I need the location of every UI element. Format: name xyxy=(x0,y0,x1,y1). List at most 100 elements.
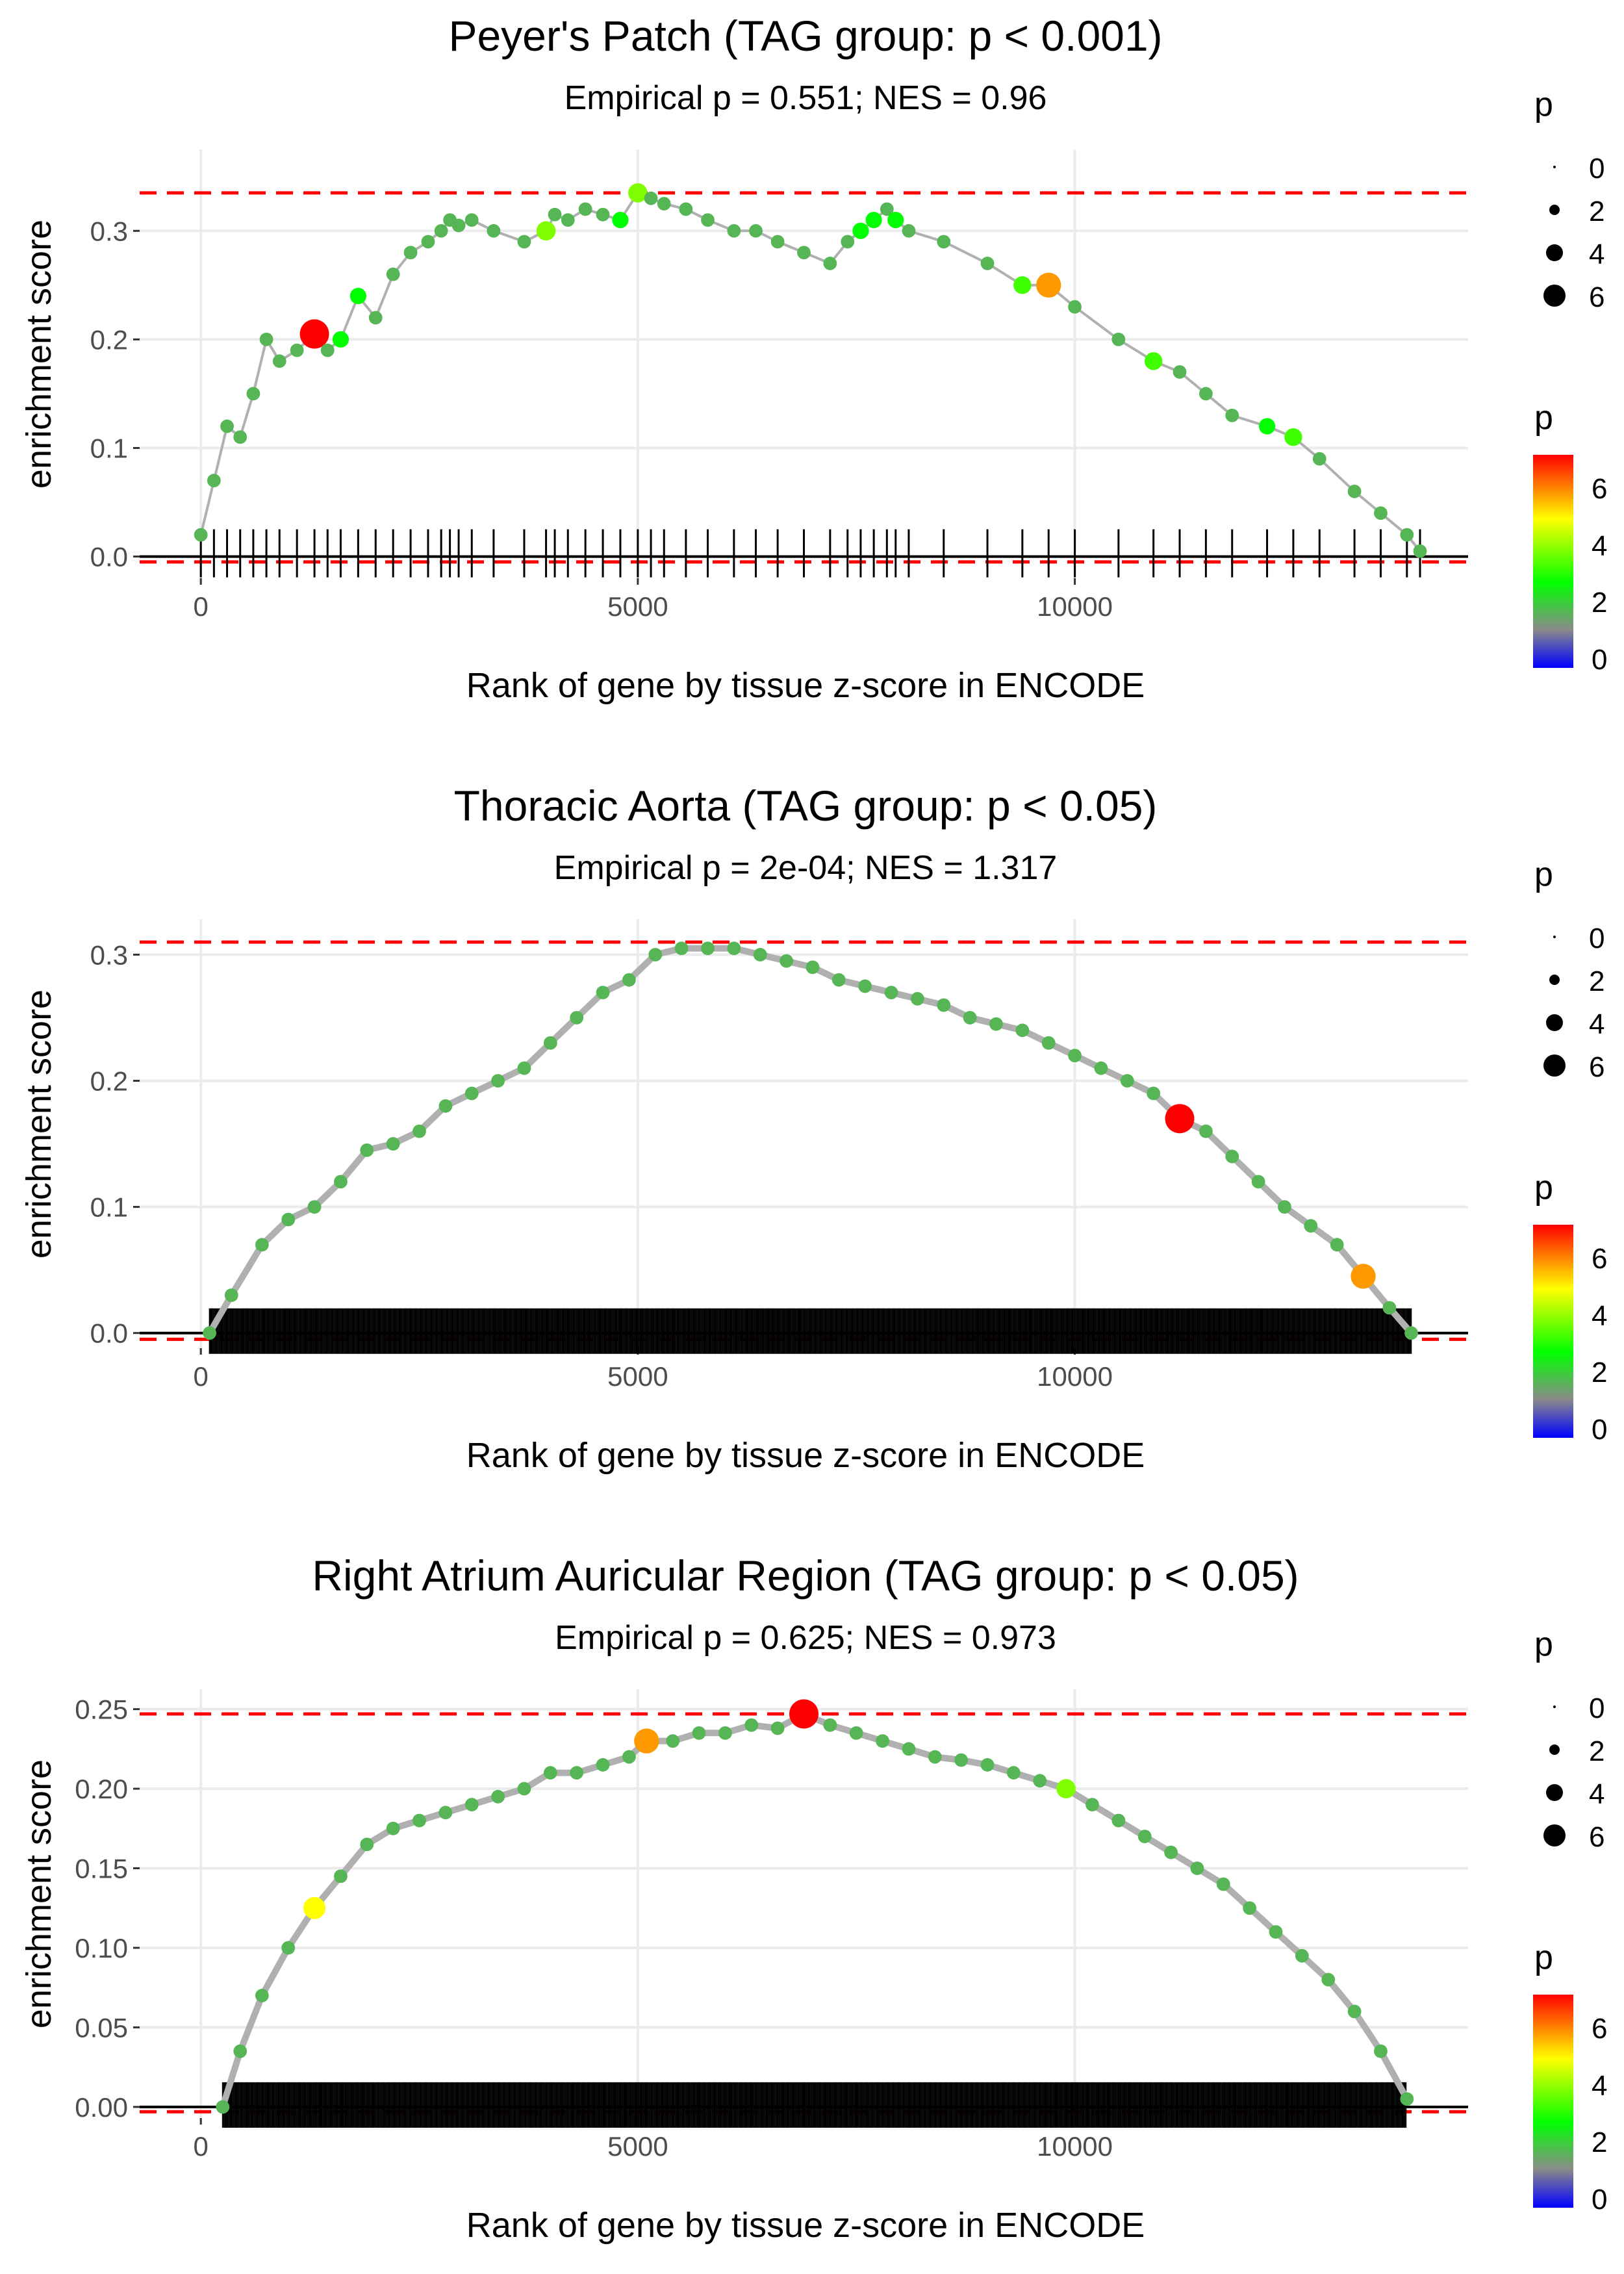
size-legend: p 0 2 4 6 xyxy=(1534,856,1605,1083)
es-point xyxy=(1147,1086,1161,1101)
es-point xyxy=(1216,1877,1230,1891)
panel-subtitle: Empirical p = 2e-04; NES = 1.317 xyxy=(554,849,1058,887)
es-point xyxy=(368,311,383,325)
size-legend-title: p xyxy=(1534,86,1553,123)
size-legend-dot xyxy=(1549,205,1560,215)
es-point xyxy=(360,1143,374,1157)
es-point xyxy=(224,1288,238,1302)
y-tick-label: 0.05 xyxy=(75,2012,128,2043)
es-point xyxy=(412,1124,426,1138)
size-legend-dot xyxy=(1553,1706,1556,1708)
y-tick-label: 0.1 xyxy=(90,1192,128,1223)
es-point xyxy=(194,528,208,542)
x-tick-label: 0 xyxy=(193,2131,208,2162)
es-point xyxy=(780,954,793,968)
color-legend-title: p xyxy=(1534,399,1553,437)
panel-2: Thoracic Aorta (TAG group: p < 0.05) Emp… xyxy=(19,782,1607,1475)
y-tick-label: 0.2 xyxy=(90,324,128,355)
color-legend-label: 0 xyxy=(1592,2184,1607,2216)
es-point xyxy=(1094,1061,1108,1075)
plot-area: 0 5000 10000 0.00 0.05 0.10 0.15 0.20 0.25 xyxy=(75,1689,1468,2162)
y-tick-label: 0.25 xyxy=(75,1694,128,1725)
x-tick-label: 5000 xyxy=(607,1361,668,1392)
es-point xyxy=(622,1750,636,1764)
es-point xyxy=(596,986,610,999)
es-point xyxy=(438,1806,453,1820)
y-tick-label: 0.15 xyxy=(75,1854,128,1884)
size-legend-title: p xyxy=(1534,1626,1553,1663)
es-point xyxy=(334,1869,348,1884)
color-legend-title: p xyxy=(1534,1939,1553,1976)
y-tick-label: 0.2 xyxy=(90,1066,128,1096)
es-point xyxy=(1015,1023,1030,1038)
y-tick-label: 0.0 xyxy=(90,542,128,572)
es-point xyxy=(517,235,531,249)
x-axis-label: Rank of gene by tissue z-score in ENCODE xyxy=(466,2206,1145,2245)
x-tick-label: 10000 xyxy=(1037,591,1113,622)
es-point xyxy=(679,202,693,216)
size-legend-label: 2 xyxy=(1589,1735,1605,1767)
es-point xyxy=(596,1757,610,1772)
es-point xyxy=(451,218,466,233)
es-point xyxy=(849,1726,863,1740)
es-point xyxy=(852,222,869,239)
size-legend-title: p xyxy=(1534,856,1553,893)
es-point xyxy=(438,1099,453,1113)
es-point xyxy=(1258,418,1276,435)
es-point xyxy=(880,202,894,216)
es-point xyxy=(831,973,846,987)
x-tick-label: 5000 xyxy=(607,2131,668,2162)
y-axis-label: enrichment score xyxy=(19,1759,58,2028)
es-point xyxy=(1347,484,1362,498)
x-tick-label: 5000 xyxy=(607,591,668,622)
size-legend-label: 6 xyxy=(1589,1051,1605,1083)
size-legend-dot xyxy=(1546,244,1563,261)
color-legend-label: 4 xyxy=(1592,2070,1607,2102)
es-point xyxy=(911,991,924,1006)
es-point xyxy=(1068,300,1082,314)
es-point xyxy=(360,1837,374,1852)
es-point xyxy=(434,224,448,238)
panel-title: Thoracic Aorta (TAG group: p < 0.05) xyxy=(454,782,1158,830)
es-point xyxy=(386,267,400,281)
es-point xyxy=(937,998,951,1012)
es-point xyxy=(578,202,592,216)
x-tick-label: 0 xyxy=(193,591,208,622)
y-axis-label: enrichment score xyxy=(19,220,58,489)
y-tick-label: 0.1 xyxy=(90,433,128,463)
es-point xyxy=(648,947,663,962)
es-point xyxy=(823,1718,837,1732)
es-point xyxy=(628,183,648,203)
es-point xyxy=(570,1011,584,1025)
es-point xyxy=(1269,1925,1283,1939)
es-point xyxy=(701,941,715,956)
size-legend-label: 4 xyxy=(1589,238,1605,270)
es-point xyxy=(290,343,304,357)
size-legend-dot xyxy=(1553,166,1556,168)
color-legend-bar xyxy=(1533,455,1573,668)
panel-title: Right Atrium Auricular Region (TAG group… xyxy=(312,1552,1299,1600)
panel-subtitle: Empirical p = 0.551; NES = 0.96 xyxy=(565,79,1047,117)
size-legend-label: 4 xyxy=(1589,1778,1605,1810)
es-point xyxy=(612,212,629,229)
es-point xyxy=(1382,1301,1397,1315)
es-point xyxy=(1295,1948,1309,1963)
x-tick-label: 0 xyxy=(193,1361,208,1392)
es-point xyxy=(1278,1200,1291,1214)
y-axis-label: enrichment score xyxy=(19,990,58,1258)
es-point xyxy=(1400,528,1414,542)
size-legend-label: 6 xyxy=(1589,281,1605,313)
es-point xyxy=(334,1175,348,1189)
y-tick-label: 0.3 xyxy=(90,216,128,246)
size-legend-label: 6 xyxy=(1589,1821,1605,1853)
es-point xyxy=(517,1782,531,1796)
es-point xyxy=(1284,428,1302,446)
es-point xyxy=(644,191,658,205)
es-point xyxy=(1164,1845,1178,1859)
color-legend-label: 0 xyxy=(1592,644,1607,676)
es-point xyxy=(1304,1219,1318,1233)
panel-subtitle: Empirical p = 0.625; NES = 0.973 xyxy=(555,1619,1056,1657)
es-point xyxy=(1111,1813,1126,1828)
y-tick-label: 0.20 xyxy=(75,1774,128,1804)
